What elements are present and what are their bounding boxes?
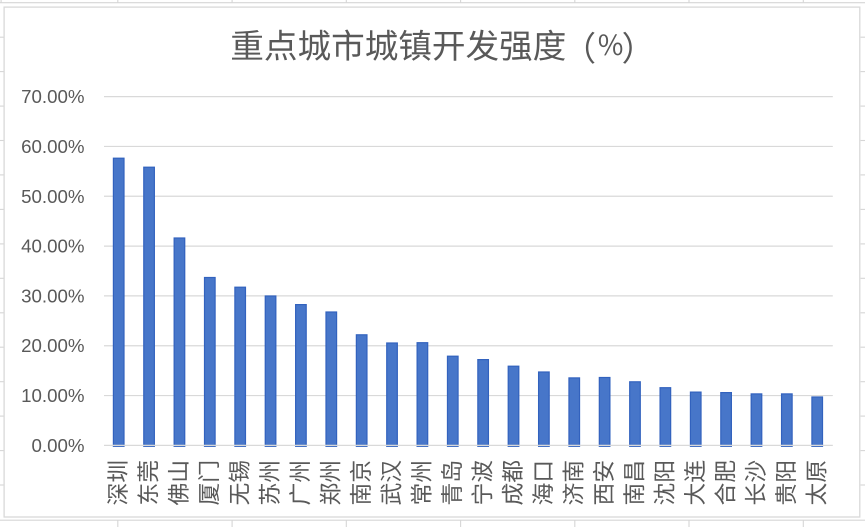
svg-text:60.00%: 60.00%: [21, 136, 84, 157]
svg-text:30.00%: 30.00%: [21, 285, 84, 306]
svg-text:10.00%: 10.00%: [21, 385, 84, 406]
svg-text:70.00%: 70.00%: [21, 86, 84, 107]
svg-text:40.00%: 40.00%: [21, 236, 84, 257]
svg-text:20.00%: 20.00%: [21, 335, 84, 356]
svg-text:0.00%: 0.00%: [32, 435, 85, 456]
svg-text:50.00%: 50.00%: [21, 186, 84, 207]
